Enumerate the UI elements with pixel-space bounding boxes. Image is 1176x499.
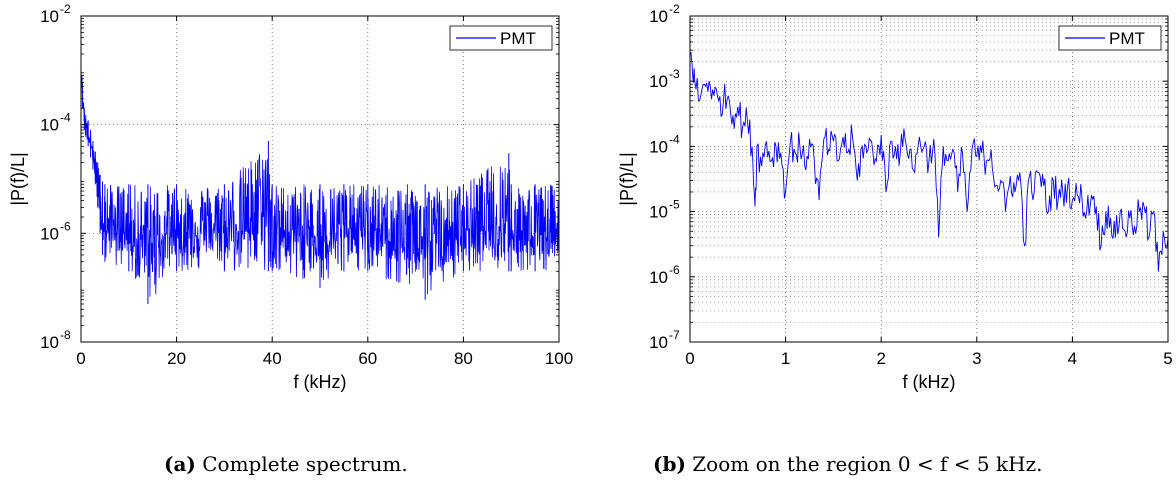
x-tick-label-b: 0 xyxy=(685,349,694,368)
x-tick-label-a: 80 xyxy=(454,349,473,368)
y-tick-exponent-b: -6 xyxy=(669,263,680,277)
panel-b: 0 1 2 3 4 510-710-610-510-410-310-2 f (kHz) |… xyxy=(617,2,1173,392)
x-tick-label-b: 1 xyxy=(781,349,790,368)
legend-a: PMT xyxy=(449,25,553,51)
series-line-pmt-b xyxy=(689,51,1169,272)
y-tick-label-a: 10 xyxy=(40,116,59,135)
x-tick-label-b: 5 xyxy=(1163,349,1172,368)
x-tick-label-a: 20 xyxy=(167,349,186,368)
x-tick-label-a: 40 xyxy=(263,349,282,368)
caption-tag-b: (b) xyxy=(653,452,686,476)
caption-tag-a: (a) xyxy=(164,452,196,476)
y-tick-label-b: 10 xyxy=(649,7,668,26)
caption-text-b: Zoom on the region 0 < f < 5 kHz. xyxy=(692,452,1043,476)
legend-label-b: PMT xyxy=(1109,29,1145,48)
y-tick-label-a: 10 xyxy=(40,333,59,352)
y-tick-label-a: 10 xyxy=(40,7,59,26)
caption-a: (a) Complete spectrum. xyxy=(164,452,408,476)
y-tick-exponent-b: -3 xyxy=(669,67,680,81)
x-tick-label-b: 4 xyxy=(1068,349,1077,368)
y-tick-label-b: 10 xyxy=(649,333,668,352)
y-tick-label-b: 10 xyxy=(649,72,668,91)
y-tick-exponent-b: -7 xyxy=(669,328,680,342)
caption-text-a: Complete spectrum. xyxy=(202,452,408,476)
y-tick-label-b: 10 xyxy=(649,137,668,156)
x-tick-label-a: 60 xyxy=(358,349,377,368)
x-tick-label-b: 3 xyxy=(972,349,981,368)
yaxis-label-a: |P(f)/L| xyxy=(8,152,28,205)
y-tick-label-a: 10 xyxy=(40,224,59,243)
axes-frame-b xyxy=(689,15,1169,343)
axes-frame-a xyxy=(80,15,560,343)
yaxis-label-b: |P(f)/L| xyxy=(617,152,637,205)
legend-b: PMT xyxy=(1058,25,1162,51)
xaxis-label-b: f (kHz) xyxy=(903,372,956,392)
x-tick-label-a: 0 xyxy=(76,349,85,368)
x-tick-label-a: 100 xyxy=(545,349,573,368)
y-tick-label-b: 10 xyxy=(649,203,668,222)
y-tick-label-b: 10 xyxy=(649,268,668,287)
y-tick-exponent-b: -5 xyxy=(669,198,680,212)
y-tick-exponent-a: -6 xyxy=(60,219,71,233)
legend-label-a: PMT xyxy=(500,29,536,48)
ticks-b: 0 1 2 3 4 510-710-610-510-410-310-2 xyxy=(649,2,1173,368)
xaxis-label-a: f (kHz) xyxy=(294,372,347,392)
x-tick-label-b: 2 xyxy=(876,349,885,368)
plot-area-b xyxy=(690,16,1168,342)
series-pmt-b xyxy=(689,51,1169,272)
y-tick-exponent-a: -2 xyxy=(60,2,71,16)
y-tick-exponent-b: -4 xyxy=(669,132,680,146)
caption-b: (b) Zoom on the region 0 < f < 5 kHz. xyxy=(653,452,1042,476)
y-tick-exponent-a: -8 xyxy=(60,328,71,342)
y-tick-exponent-a: -4 xyxy=(60,111,71,125)
y-tick-exponent-b: -2 xyxy=(669,2,680,16)
